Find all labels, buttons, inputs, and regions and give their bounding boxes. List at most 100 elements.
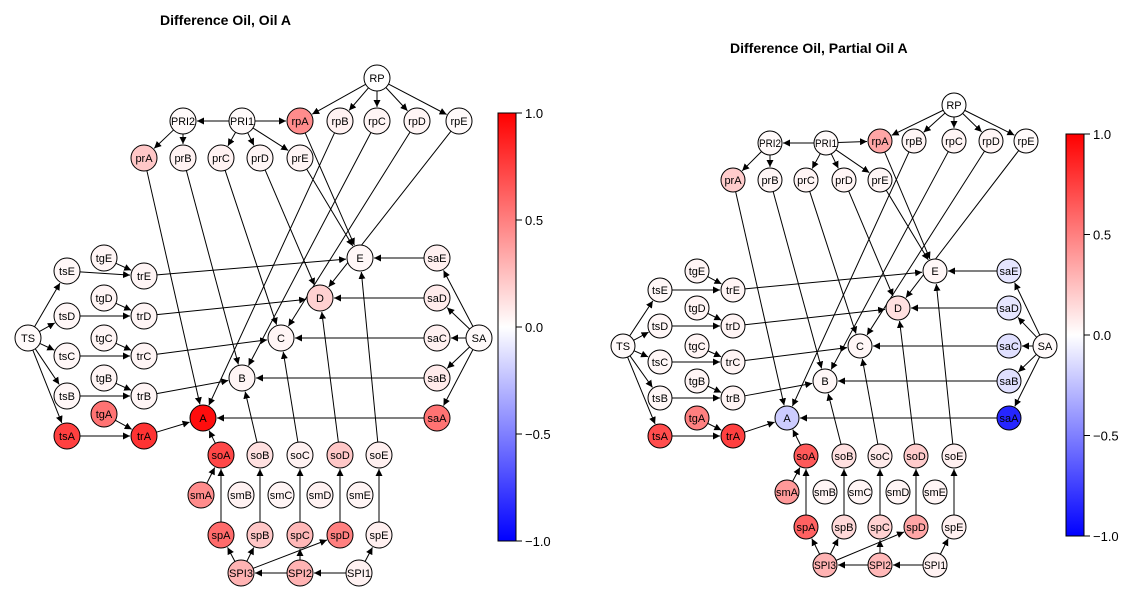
edge-SPI3-to-spB: [829, 538, 839, 555]
node-circle: [941, 443, 967, 469]
node-label: soD: [906, 451, 926, 463]
node-C: C: [847, 333, 873, 359]
node-label: trA: [137, 431, 152, 443]
node-label: smA: [776, 487, 799, 499]
colorbar-tick-label: 1.0: [1093, 127, 1111, 142]
node-label: B: [238, 373, 245, 385]
node-label: tsB: [652, 393, 668, 405]
node-label: trD: [726, 321, 741, 333]
edge-tgC-to-trC: [115, 342, 132, 351]
node-circle: [867, 167, 893, 193]
node-spA: spA: [793, 514, 819, 540]
node-circle: [996, 405, 1022, 431]
node-prC: prC: [793, 167, 819, 193]
node-PRI1: PRI1: [228, 107, 256, 135]
node-label: tgD: [95, 293, 112, 305]
node-E: E: [922, 258, 948, 284]
node-label: tsD: [652, 321, 669, 333]
node-label: tgB: [689, 376, 706, 388]
node-label: E: [931, 266, 938, 278]
node-circle: [326, 107, 354, 135]
node-TS: TS: [14, 324, 42, 352]
edge-SA-to-saA: [443, 349, 474, 406]
node-label: SA: [472, 333, 487, 345]
colorbar-tick-label: 0.5: [1093, 228, 1111, 243]
node-circle: [169, 107, 197, 135]
node-label: trC: [726, 357, 741, 369]
node-circle: [812, 479, 838, 505]
node-circle: [246, 144, 274, 172]
node-label: spE: [370, 530, 389, 542]
colorbar-ticks: 1.0 0.5 0.0 −0.5 −1.0: [516, 106, 551, 549]
node-label: PRI1: [815, 138, 837, 150]
node-label: rpB: [331, 116, 348, 128]
node-spE: spE: [941, 514, 967, 540]
node-label: E: [356, 253, 363, 265]
edge-RP-to-rpE: [388, 83, 447, 115]
node-prE: prE: [867, 167, 893, 193]
node-circle: [812, 552, 838, 578]
node-spD: spD: [903, 514, 929, 540]
edge-TS-to-tsD: [39, 322, 56, 333]
node-label: tgE: [689, 266, 706, 278]
node-prA: prA: [130, 144, 158, 172]
node-circle: [130, 262, 158, 290]
node-prB: prB: [757, 167, 783, 193]
edge-PRI2-to-prA: [153, 129, 174, 149]
edge-TS-to-tsA: [32, 349, 63, 424]
edge-soA-to-A: [792, 429, 802, 446]
node-label: rpC: [945, 136, 963, 148]
edge-prE-to-E: [306, 168, 354, 247]
node-label: tsC: [59, 351, 76, 363]
edge-PRI1-to-prE: [252, 127, 289, 151]
node-circle: [941, 128, 967, 154]
edge-trA-to-A: [744, 421, 775, 433]
node-saC: saC: [996, 333, 1022, 359]
node-circle: [53, 302, 81, 330]
node-smE: smE: [346, 481, 374, 509]
edge-rpC-to-B: [830, 151, 949, 370]
edge-TS-to-tsC: [39, 342, 55, 351]
node-circle: [813, 130, 839, 156]
node-smA: smA: [187, 481, 215, 509]
node-PRI2: PRI2: [757, 130, 783, 156]
edge-soB-to-B: [826, 393, 842, 445]
node-circle: [246, 441, 274, 469]
edge-soC-to-C: [860, 358, 879, 445]
node-label: SPI2: [288, 568, 312, 580]
node-circle: [867, 552, 893, 578]
node-label: tsA: [652, 431, 669, 443]
colorbar-tick-label: −0.5: [1093, 429, 1119, 444]
node-prB: prB: [169, 144, 197, 172]
edge-prC-to-C: [809, 191, 858, 334]
node-circle: [647, 313, 673, 339]
node-circle: [774, 405, 800, 431]
node-D: D: [885, 295, 911, 321]
node-label: trA: [726, 431, 741, 443]
node-rpB: rpB: [901, 128, 927, 154]
node-trD: trD: [720, 313, 746, 339]
node-smD: smD: [885, 479, 911, 505]
node-label: rpE: [450, 116, 467, 128]
node-circle: [793, 514, 819, 540]
node-saE: saE: [423, 244, 451, 272]
node-label: D: [894, 303, 902, 315]
node-label: D: [316, 293, 324, 305]
node-circle: [885, 295, 911, 321]
node-trB: trB: [720, 385, 746, 411]
node-circle: [267, 481, 295, 509]
edge-SA-to-saE: [443, 270, 474, 327]
node-tsB: tsB: [53, 382, 81, 410]
node-trE: trE: [720, 277, 746, 303]
edge-soA-to-A: [208, 430, 216, 444]
edge-SA-to-saB: [1017, 354, 1037, 373]
edge-TS-to-tsB: [629, 355, 653, 388]
node-circle: [647, 423, 673, 449]
edge-prB-to-B: [185, 170, 240, 365]
node-label: soC: [290, 450, 310, 462]
node-trC: trC: [720, 349, 746, 375]
edge-PRI1-to-rpA: [837, 138, 868, 146]
edge-SPI3-to-spD: [252, 539, 328, 569]
edge-PRI1-to-prD: [830, 153, 839, 169]
node-circle: [885, 479, 911, 505]
